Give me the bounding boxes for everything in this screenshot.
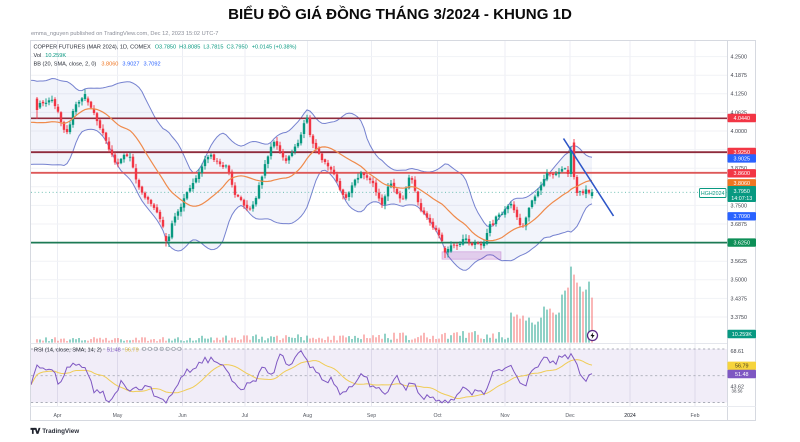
svg-text:4.2500: 4.2500 <box>731 55 748 61</box>
svg-text:43.62: 43.62 <box>731 385 745 391</box>
svg-text:3.7950: 3.7950 <box>733 189 750 195</box>
svg-text:BIỂU ĐỒ GIÁ ĐỒNG THÁNG 3/2024: BIỂU ĐỒ GIÁ ĐỒNG THÁNG 3/2024 - KHUNG 1D <box>228 5 572 23</box>
svg-text:4.1250: 4.1250 <box>731 92 748 98</box>
svg-text:56.79: 56.79 <box>735 364 749 370</box>
svg-text:68.61: 68.61 <box>731 349 745 355</box>
svg-text:51.48: 51.48 <box>735 372 749 378</box>
svg-text:May: May <box>113 413 123 419</box>
svg-text:Aug: Aug <box>303 413 312 419</box>
svg-text:4.0440: 4.0440 <box>734 116 751 122</box>
svg-text:3.9025: 3.9025 <box>734 156 751 162</box>
svg-text:3.3750: 3.3750 <box>731 315 748 321</box>
svg-text:3.7090: 3.7090 <box>734 214 751 220</box>
svg-text:Oct: Oct <box>433 413 442 419</box>
svg-text:3.6250: 3.6250 <box>734 241 751 247</box>
svg-text:RSI (14, close, SMA, 14, 2)51.: RSI (14, close, SMA, 14, 2) 51.48 56.79 <box>34 347 139 353</box>
svg-text:3.5625: 3.5625 <box>731 259 748 265</box>
svg-text:3.4375: 3.4375 <box>731 296 748 302</box>
svg-text:4.0625: 4.0625 <box>731 110 748 116</box>
svg-text:3.7500: 3.7500 <box>731 203 748 209</box>
svg-text:3.8060: 3.8060 <box>734 181 751 187</box>
svg-text:38.56: 38.56 <box>732 388 744 393</box>
svg-text:TradingView: TradingView <box>42 428 79 435</box>
svg-text:4.0000: 4.0000 <box>731 129 748 135</box>
svg-text:4.1875: 4.1875 <box>731 73 748 79</box>
svg-text:14:07:13: 14:07:13 <box>731 196 752 202</box>
svg-text:Apr: Apr <box>53 413 61 419</box>
svg-text:Jun: Jun <box>178 413 186 419</box>
svg-text:3.9250: 3.9250 <box>734 150 751 156</box>
svg-text:Sep: Sep <box>367 413 376 419</box>
svg-text:Nov: Nov <box>500 413 510 419</box>
svg-text:10.259K: 10.259K <box>732 332 752 338</box>
svg-text:3.5000: 3.5000 <box>731 278 748 284</box>
svg-text:emma_nguyen published on Tradi: emma_nguyen published on TradingView.com… <box>31 31 218 37</box>
svg-text:HGH2024: HGH2024 <box>701 191 725 197</box>
svg-text:Feb: Feb <box>691 413 700 419</box>
svg-text:Jul: Jul <box>242 413 249 419</box>
svg-text:Dec: Dec <box>565 413 575 419</box>
svg-text:3.6875: 3.6875 <box>731 222 748 228</box>
svg-text:2024: 2024 <box>624 413 636 419</box>
svg-text:3.8600: 3.8600 <box>734 171 751 177</box>
svg-text:COPPER FUTURES (MAR 2024), 1D,: COPPER FUTURES (MAR 2024), 1D, COMEX O3.7… <box>34 45 297 51</box>
